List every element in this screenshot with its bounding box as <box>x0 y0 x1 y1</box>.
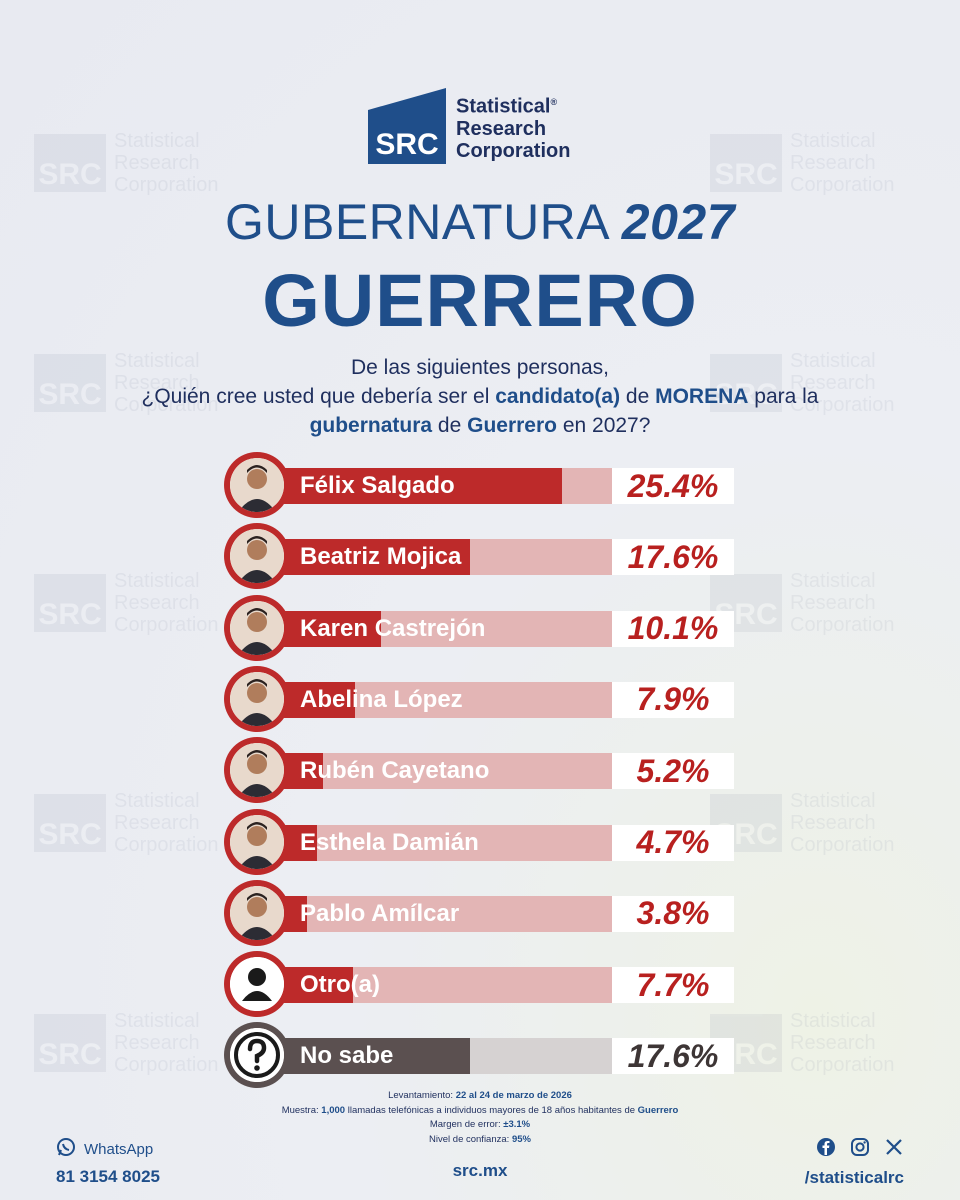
category-label: Karen Castrejón <box>300 614 486 642</box>
value-label: 5.2% <box>612 753 734 790</box>
facebook-icon[interactable] <box>816 1137 836 1162</box>
person-photo-icon <box>224 523 290 590</box>
bar-mark <box>262 539 470 576</box>
watermark-text: Statistical Research Corporation <box>114 350 219 416</box>
watermark-text: Statistical Research Corporation <box>114 790 219 856</box>
category-label: Otro(a) <box>300 971 380 999</box>
whatsapp-label: WhatsApp <box>84 1140 154 1158</box>
social-links: /statisticalrc <box>805 1137 904 1188</box>
bar-row: Karen Castrejón 10.1% <box>224 594 744 661</box>
instagram-icon[interactable] <box>850 1137 870 1162</box>
website-link[interactable]: src.mx <box>452 1161 508 1180</box>
watermark-text: Statistical Research Corporation <box>114 1010 219 1076</box>
watermark-logo: SRC <box>34 1014 106 1072</box>
watermark-text: Statistical Research Corporation <box>114 130 219 196</box>
watermark-text: Statistical Research Corporation <box>790 1010 895 1076</box>
bar-row: No sabe 17.6% <box>224 1022 744 1089</box>
src-logo: SRC Statistical® Research Corporation <box>368 88 570 164</box>
bar-row: Beatriz Mojica 17.6% <box>224 523 744 590</box>
methodology-notes: Levantamiento: 22 al 24 de marzo de 2026… <box>281 1090 679 1145</box>
watermark-text: Statistical Research Corporation <box>790 790 895 856</box>
phone-number[interactable]: 81 3154 8025 <box>56 1167 160 1186</box>
watermark-text: Statistical Research Corporation <box>114 570 219 636</box>
watermark-logo: SRC <box>34 574 106 632</box>
watermark-logo: SRC <box>710 134 782 192</box>
watermark: SRC Statistical Research Corporation <box>710 130 895 196</box>
bar-row: Félix Salgado 25.4% <box>224 452 744 518</box>
watermark: SRC Statistical Research Corporation <box>34 130 219 196</box>
state-title: GUERRERO <box>262 259 698 342</box>
question-mark-icon <box>224 1022 290 1089</box>
category-label: Pablo Amílcar <box>300 899 460 927</box>
value-label: 7.9% <box>612 681 734 718</box>
watermark: SRC Statistical Research Corporation <box>710 350 895 416</box>
bar-row: Abelina López 7.9% <box>224 665 744 732</box>
person-photo-icon <box>224 737 290 804</box>
social-handle[interactable]: /statisticalrc <box>804 1168 904 1187</box>
category-label: Rubén Cayetano <box>300 757 490 785</box>
watermark: SRC Statistical Research Corporation <box>34 1010 219 1076</box>
bar-row: Esthela Damián 4.7% <box>224 808 744 875</box>
watermark-text: Statistical Research Corporation <box>790 130 895 196</box>
bar-row: Pablo Amílcar 3.8% <box>224 879 744 946</box>
watermark-logo: SRC <box>710 354 782 412</box>
value-label: 10.1% <box>612 610 734 647</box>
category-label: No sabe <box>300 1042 394 1070</box>
logo-letters: SRC <box>375 128 438 161</box>
x-twitter-icon[interactable] <box>884 1137 904 1162</box>
value-label: 7.7% <box>612 967 734 1004</box>
watermark-logo: SRC <box>34 794 106 852</box>
category-label: Félix Salgado <box>300 472 455 499</box>
page-title: GUBERNATURA 2027 <box>224 194 736 250</box>
contact-info: WhatsApp 81 3154 8025 <box>56 1137 160 1187</box>
bar-row: Rubén Cayetano 5.2% <box>224 737 744 804</box>
category-label: Beatriz Mojica <box>300 543 462 571</box>
src-logo-mark: SRC <box>368 88 446 164</box>
bar-mark <box>262 1038 470 1075</box>
person-photo-icon <box>224 879 290 946</box>
watermark-text: Statistical Research Corporation <box>790 570 895 636</box>
category-label: Esthela Damián <box>300 828 479 856</box>
watermark: SRC Statistical Research Corporation <box>34 570 219 636</box>
person-photo-icon <box>224 665 290 732</box>
src-logo-text: Statistical® Research Corporation <box>456 96 571 162</box>
person-photo-icon <box>224 594 290 661</box>
person-photo-icon <box>224 452 290 518</box>
watermark-text: Statistical Research Corporation <box>790 350 895 416</box>
person-photo-icon <box>224 808 290 875</box>
watermark-logo: SRC <box>34 354 106 412</box>
watermark: SRC Statistical Research Corporation <box>34 790 219 856</box>
watermark: SRC Statistical Research Corporation <box>34 350 219 416</box>
category-label: Abelina López <box>300 685 463 713</box>
value-label: 4.7% <box>612 824 734 861</box>
value-label: 25.4% <box>612 468 734 504</box>
value-label: 3.8% <box>612 895 734 932</box>
user-silhouette-icon <box>224 951 290 1018</box>
whatsapp-icon[interactable] <box>56 1137 76 1161</box>
survey-question: De las siguientes personas, ¿Quién cree … <box>141 356 819 437</box>
watermark-logo: SRC <box>34 134 106 192</box>
bar-row: Otro(a) 7.7% <box>224 951 744 1018</box>
value-label: 17.6% <box>612 1038 734 1075</box>
value-label: 17.6% <box>612 539 734 576</box>
bar-mark <box>262 468 562 504</box>
